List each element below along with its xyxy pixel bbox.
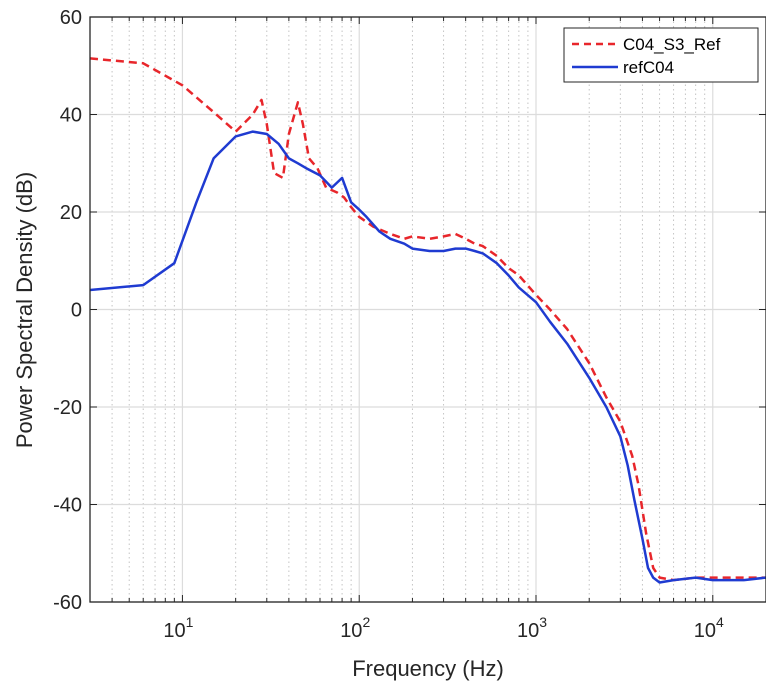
y-tick-label: -60 bbox=[53, 592, 82, 614]
legend-label-c04-s3-ref: C04_S3_Ref bbox=[623, 35, 721, 54]
legend: C04_S3_Ref refC04 bbox=[563, 27, 759, 83]
series-line-refc04 bbox=[90, 130, 766, 584]
x-tick-label: 104 bbox=[694, 614, 724, 642]
x-tick-label: 101 bbox=[163, 614, 193, 642]
grid-lines bbox=[89, 16, 766, 603]
series-layer bbox=[90, 57, 766, 584]
x-tick-label: 103 bbox=[517, 614, 547, 642]
y-tick-label: 40 bbox=[60, 105, 82, 127]
y-axis-ticks: 60 40 20 0 -20 -40 -60 bbox=[53, 7, 766, 614]
y-tick-label: -20 bbox=[53, 397, 82, 419]
x-axis-ticks: 101 102 103 104 bbox=[89, 17, 766, 642]
legend-label-refc04: refC04 bbox=[623, 58, 674, 77]
legend-box bbox=[563, 27, 759, 83]
y-tick-label: -40 bbox=[53, 495, 82, 517]
y-tick-label: 20 bbox=[60, 202, 82, 224]
y-tick-label: 60 bbox=[60, 7, 82, 29]
x-tick-label: 102 bbox=[340, 614, 370, 642]
y-tick-label: 0 bbox=[71, 300, 82, 322]
x-axis-label: Frequency (Hz) bbox=[352, 656, 504, 681]
y-axis-label: Power Spectral Density (dB) bbox=[12, 172, 37, 448]
